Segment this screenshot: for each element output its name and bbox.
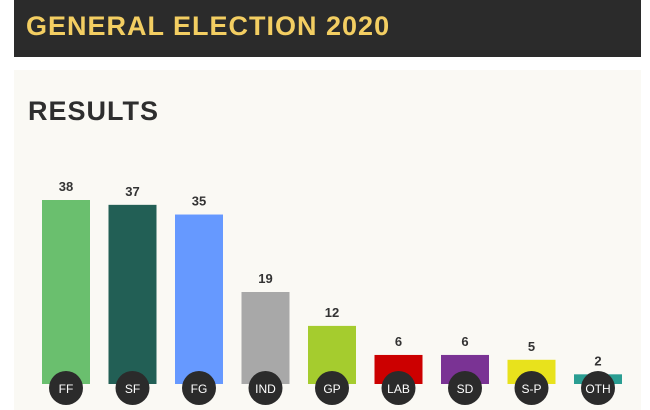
party-label-lab: LAB — [387, 382, 410, 396]
party-badge-gp — [315, 371, 349, 405]
party-label-fg: FG — [191, 382, 208, 396]
party-label-ff: FF — [59, 382, 74, 396]
value-label-gp: 12 — [325, 305, 339, 320]
bar-fg — [175, 214, 223, 384]
party-label-sf: SF — [125, 382, 140, 396]
value-label-s-p: 5 — [528, 339, 535, 354]
value-label-ind: 19 — [258, 271, 272, 286]
value-label-oth: 2 — [594, 353, 601, 368]
party-badge-oth — [581, 371, 615, 405]
party-badge-fg — [182, 371, 216, 405]
party-badge-lab — [381, 371, 416, 405]
party-label-gp: GP — [323, 382, 340, 396]
party-badge-sd — [448, 371, 482, 405]
party-badge-s-p — [514, 371, 549, 405]
value-label-sd: 6 — [461, 334, 468, 349]
bar-ff — [42, 200, 90, 384]
results-heading: RESULTS — [28, 96, 160, 126]
party-label-sd: SD — [457, 382, 474, 396]
party-badge-sf — [115, 371, 150, 405]
bar-sf — [108, 204, 157, 384]
value-label-sf: 37 — [125, 184, 139, 199]
value-label-ff: 38 — [59, 179, 73, 194]
party-label-oth: OTH — [585, 382, 610, 396]
bar-ind — [241, 292, 290, 384]
value-label-fg: 35 — [192, 194, 206, 209]
results-bar-chart: 38 FF 37 SF 35 FG 19 IND 12 GP 6 LAB 6 SD 5 S-P 2 OTH — [42, 179, 622, 405]
value-label-lab: 6 — [395, 334, 402, 349]
page-title: GENERAL ELECTION 2020 — [26, 11, 391, 41]
party-badge-ind — [248, 371, 283, 405]
header-bar: GENERAL ELECTION 2020 — [14, 0, 641, 57]
party-label-ind: IND — [255, 382, 276, 396]
party-badge-ff — [49, 371, 83, 405]
party-label-s-p: S-P — [521, 382, 541, 396]
